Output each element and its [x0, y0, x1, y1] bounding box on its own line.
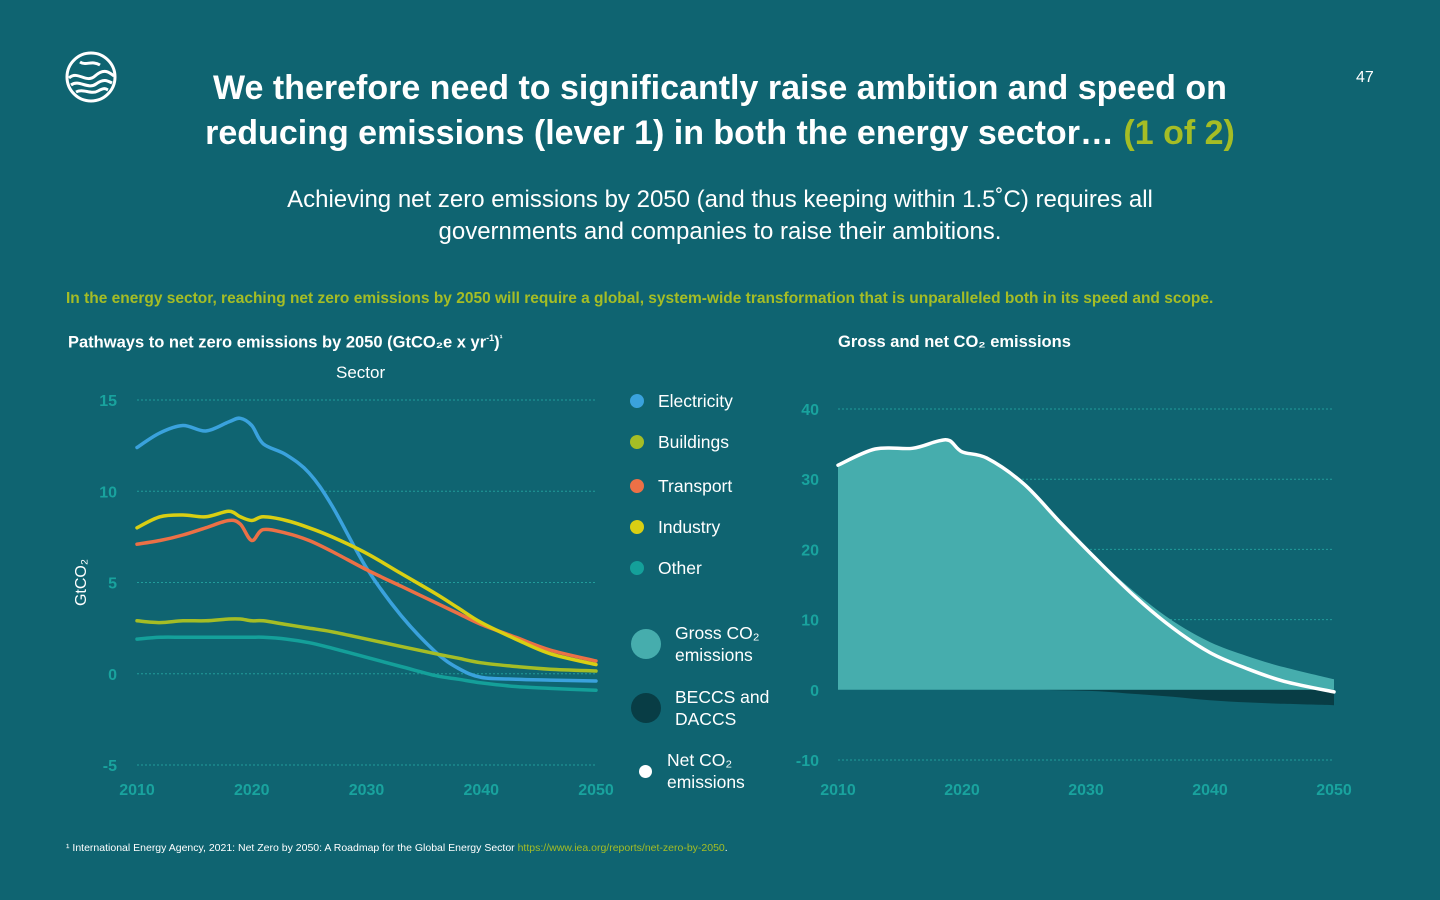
legend-label-gross: Gross CO₂ emissions: [675, 623, 760, 665]
sector-y-axis-label: GtCO₂: [73, 559, 90, 606]
legend-label-buildings: Buildings: [658, 432, 730, 452]
legend-swatch-beccs: [631, 693, 661, 723]
footnote-text: International Energy Agency, 2021: Net Z…: [72, 842, 515, 854]
beccs-area: [838, 689, 1334, 706]
legend-label-electricity: Electricity: [658, 391, 733, 411]
gross-y-tick-label: 20: [801, 542, 819, 559]
legend-item-industry: Industry: [630, 516, 720, 538]
footnote-marker: ¹: [66, 842, 70, 854]
legend-swatch-other: [630, 561, 644, 575]
gross-x-tick-label: 2020: [944, 782, 980, 799]
title-main: We therefore need to significantly raise…: [205, 69, 1227, 152]
series-line-other: [135, 635, 598, 692]
legend-label-other: Other: [658, 558, 702, 578]
sector-pathways-chart: -5 0 5 10 15 2010 2020 2030 2040 2050 GtCO₂: [73, 393, 614, 799]
gross-y-tick-label: -10: [796, 753, 819, 770]
chart-legend: Electricity Buildings Transport Industry…: [630, 388, 790, 798]
sector-x-tick-label: 2050: [578, 782, 614, 799]
footnote: ¹ International Energy Agency, 2021: Net…: [66, 842, 728, 854]
page-number: 47: [1356, 69, 1374, 86]
legend-item-buildings: Buildings: [630, 431, 729, 453]
footnote-end: .: [724, 842, 728, 854]
gross-x-tick-label: 2010: [820, 782, 856, 799]
sector-y-tick-label: -5: [103, 758, 117, 775]
legend-swatch-buildings: [630, 435, 644, 449]
sector-chart-title-text: Pathways to net zero emissions by 2050 (…: [68, 333, 487, 352]
gross-x-tick-label: 2030: [1068, 782, 1104, 799]
sector-x-tick-label: 2040: [463, 782, 499, 799]
legend-item-beccs: BECCS and DACCS: [631, 686, 785, 730]
sector-chart-subtitle: Sector: [336, 363, 386, 382]
legend-item-electricity: Electricity: [630, 390, 733, 412]
page-subtitle: Achieving net zero emissions by 2050 (an…: [287, 186, 1153, 245]
series-line-buildings: [135, 617, 598, 673]
sector-x-tick-label: 2020: [234, 782, 270, 799]
sector-x-tick-label: 2030: [349, 782, 385, 799]
legend-label-beccs: BECCS and DACCS: [675, 687, 770, 729]
gross-x-tick-label: 2050: [1316, 782, 1352, 799]
gross-y-tick-label: 30: [801, 472, 819, 489]
page-title: We therefore need to significantly raise…: [150, 66, 1290, 156]
series-line-industry: [135, 509, 598, 667]
legend-item-transport: Transport: [630, 475, 732, 497]
sector-x-tick-label: 2010: [119, 782, 155, 799]
sector-y-tick-label: 15: [99, 393, 117, 410]
legend-swatch-gross: [631, 629, 661, 659]
legend-label-net: Net CO₂ emissions: [667, 750, 745, 792]
gross-y-tick-label: 0: [810, 683, 819, 700]
footnote-link[interactable]: https://www.iea.org/reports/net-zero-by-…: [517, 842, 725, 854]
gross-y-tick-label: 40: [801, 402, 819, 419]
sector-y-tick-label: 5: [108, 576, 117, 593]
gross-y-tick-label: 10: [801, 613, 819, 630]
legend-swatch-electricity: [630, 394, 644, 408]
wave-globe-logo: [65, 51, 117, 103]
legend-label-transport: Transport: [658, 476, 733, 496]
sector-y-tick-label: 0: [108, 667, 117, 684]
title-part-indicator: (1 of 2): [1123, 114, 1235, 152]
legend-item-net: Net CO₂ emissions: [639, 749, 777, 793]
legend-item-gross: Gross CO₂ emissions: [631, 622, 785, 666]
sector-chart-title: Pathways to net zero emissions by 2050 (…: [68, 333, 503, 353]
series-line-electricity: [135, 416, 598, 683]
sector-y-tick-label: 10: [99, 484, 117, 501]
sector-chart-title-footnote: ¹: [499, 333, 503, 343]
legend-item-other: Other: [630, 557, 702, 579]
legend-swatch-industry: [630, 520, 644, 534]
highlight-statement: In the energy sector, reaching net zero …: [66, 290, 1214, 307]
gross-area: [838, 439, 1334, 690]
gross-x-tick-label: 2040: [1192, 782, 1228, 799]
sector-chart-title-close: ): [494, 333, 500, 352]
legend-swatch-transport: [630, 479, 644, 493]
gross-net-chart-title: Gross and net CO₂ emissions: [838, 333, 1071, 351]
sector-chart-title-exponent: -1: [486, 333, 495, 343]
legend-swatch-net: [639, 764, 652, 778]
legend-label-industry: Industry: [658, 517, 721, 537]
net-emissions-line: [836, 437, 1336, 694]
